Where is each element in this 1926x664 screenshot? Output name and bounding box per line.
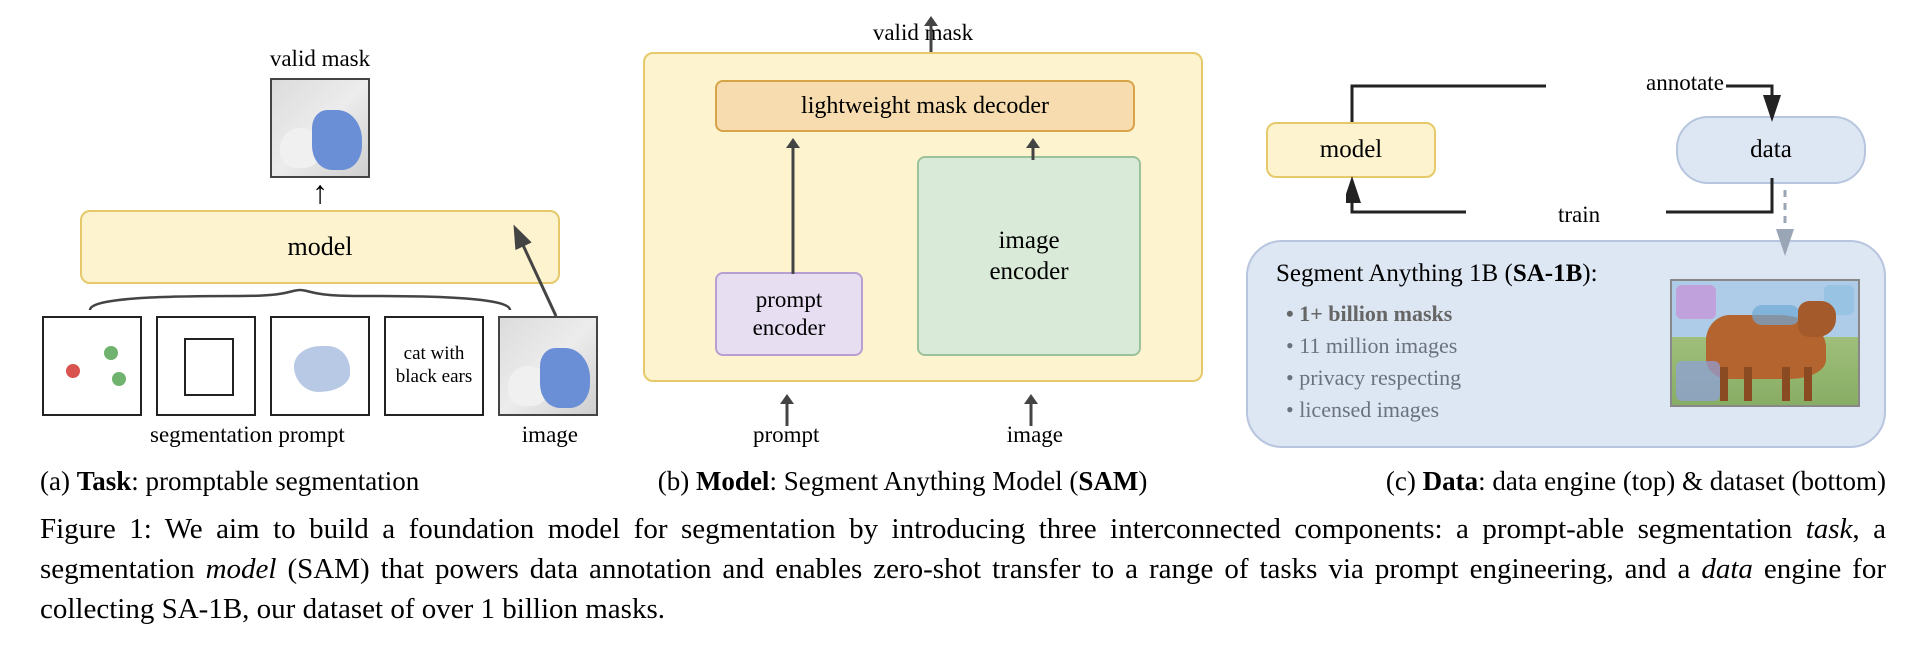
bullet-item: 11 million images: [1286, 330, 1652, 362]
panel-b-io-labels: prompt image: [643, 422, 1203, 448]
panel-model: valid mask lightweight mask decoder prom…: [640, 20, 1206, 448]
mask-decoder-box: lightweight mask decoder: [715, 80, 1135, 132]
image-encoder-box: image encoder: [917, 156, 1141, 356]
arrow-prompt-to-decoder-icon: [783, 134, 803, 274]
valid-mask-label-a: valid mask: [270, 46, 370, 72]
caption-c: (c) Data: data engine (top) & dataset (b…: [1386, 466, 1886, 497]
panel-task: valid mask ↑ model cat with black ears: [40, 46, 600, 448]
arrow-image-in-icon: [1021, 390, 1041, 426]
dataset-box: Segment Anything 1B (SA-1B): 1+ billion …: [1246, 240, 1886, 448]
figure-row: valid mask ↑ model cat with black ears: [40, 20, 1886, 448]
model-container: lightweight mask decoder prompt encoder …: [643, 52, 1203, 382]
panel-data: model data annotate train Segment Anythi…: [1246, 68, 1886, 448]
caption-b: (b) Model: Segment Anything Model (SAM): [658, 466, 1148, 497]
prompt-box-tile: [156, 316, 256, 416]
model-box-a: model: [80, 210, 560, 284]
dataset-text: Segment Anything 1B (SA-1B): 1+ billion …: [1276, 260, 1652, 426]
dataset-title-bold: SA-1B: [1513, 260, 1582, 287]
segmentation-prompt-label: segmentation prompt: [150, 422, 345, 448]
prompt-encoder-box: prompt encoder: [715, 272, 863, 356]
arrow-out-icon: [921, 14, 941, 52]
dataset-title-pre: Segment Anything 1B (: [1276, 260, 1513, 287]
bullet-item: licensed images: [1286, 394, 1652, 426]
arrow-image-to-decoder-icon: [1023, 134, 1043, 160]
arrow-train-icon: [1346, 172, 1786, 228]
subcaptions-row: (a) Task: promptable segmentation (b) Mo…: [40, 466, 1886, 497]
bullet-item: 1+ billion masks: [1286, 298, 1652, 330]
image-label-a: image: [522, 422, 578, 448]
dataset-title-post: ):: [1582, 260, 1597, 287]
prompt-text-tile: cat with black ears: [384, 316, 484, 416]
prompt-points-tile: [42, 316, 142, 416]
arrow-annotate-icon: [1346, 72, 1786, 132]
panel-a-bottom-labels: segmentation prompt image: [40, 422, 600, 448]
dataset-title: Segment Anything 1B (SA-1B):: [1276, 260, 1652, 288]
dashed-arrow-icon: [1770, 188, 1800, 258]
brace-icon: [80, 288, 560, 312]
caption-a: (a) Task: promptable segmentation: [40, 466, 419, 497]
input-image-thumb: [498, 316, 598, 416]
valid-mask-thumb-a: [270, 78, 370, 178]
dataset-sample-image: [1670, 279, 1860, 407]
figure-caption: Figure 1: We aim to build a foundation m…: [40, 509, 1886, 629]
dataset-bullets: 1+ billion masks 11 million images priva…: [1276, 298, 1652, 426]
bullet-item: privacy respecting: [1286, 362, 1652, 394]
arrow-up-icon: ↑: [312, 180, 328, 204]
figure-label: Figure 1:: [40, 513, 165, 545]
prompt-inputs-row: cat with black ears: [40, 316, 600, 416]
arrow-prompt-in-icon: [777, 390, 797, 426]
prompt-mask-tile: [270, 316, 370, 416]
